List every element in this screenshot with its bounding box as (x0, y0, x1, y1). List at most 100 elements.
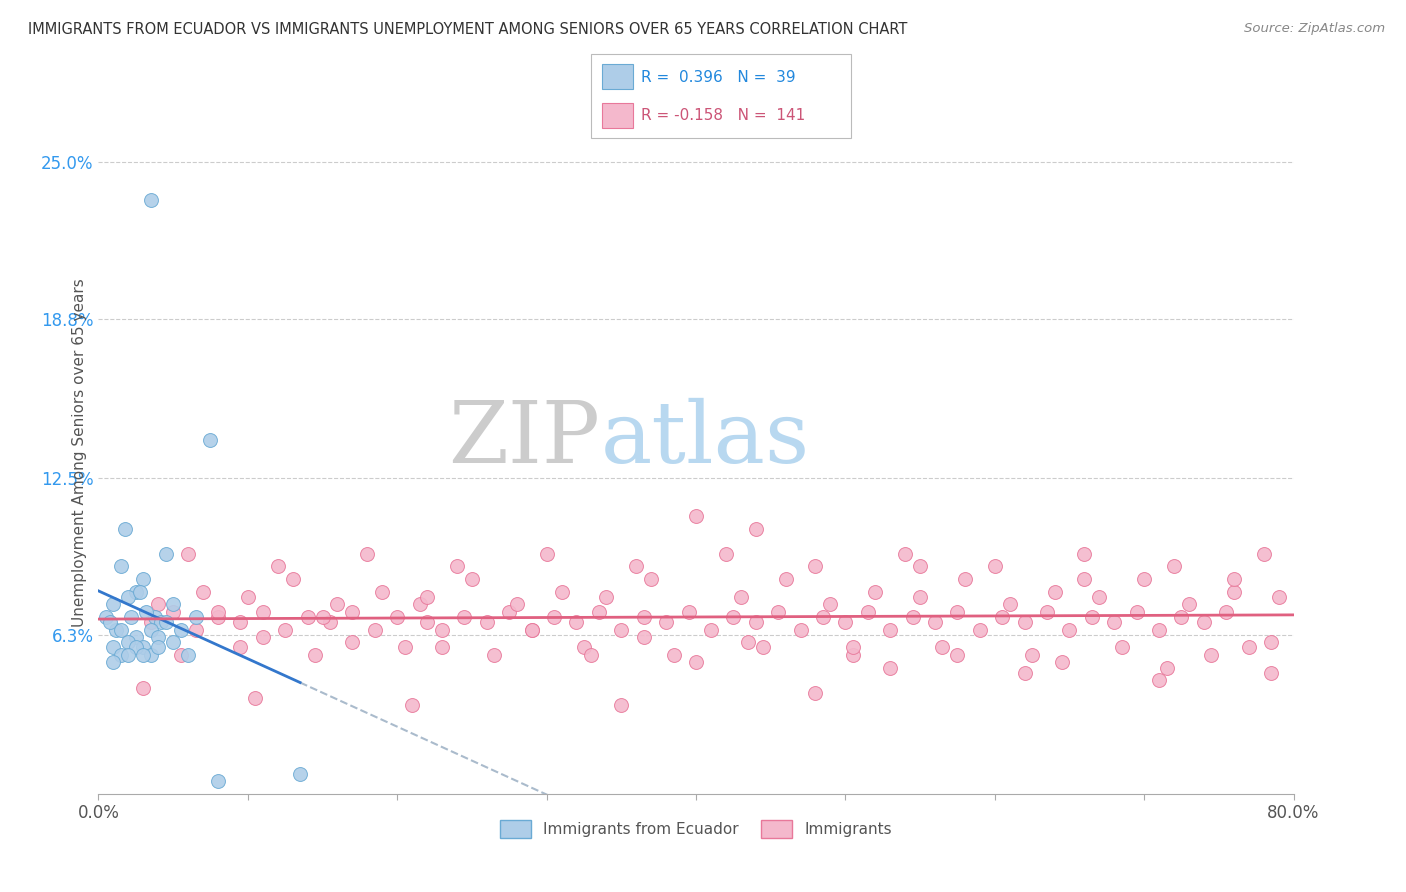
Legend: Immigrants from Ecuador, Immigrants: Immigrants from Ecuador, Immigrants (494, 814, 898, 844)
Y-axis label: Unemployment Among Seniors over 65 years: Unemployment Among Seniors over 65 years (72, 278, 87, 627)
Immigrants (655, 615, 678, 629)
Immigrants from Ecuador (105, 623, 128, 637)
Immigrants from Ecuador (132, 572, 155, 586)
Immigrants (745, 521, 768, 535)
Immigrants (662, 648, 685, 662)
Immigrants (1201, 648, 1223, 662)
Immigrants (267, 559, 290, 574)
Immigrants (385, 610, 409, 624)
Immigrants (804, 559, 827, 574)
Immigrants from Ecuador (162, 598, 184, 612)
Immigrants from Ecuador (135, 605, 157, 619)
Immigrants from Ecuador (117, 635, 139, 649)
Immigrants (752, 640, 775, 655)
Immigrants (811, 610, 834, 624)
Immigrants (931, 640, 953, 655)
Immigrants from Ecuador (103, 640, 125, 655)
Immigrants (804, 686, 827, 700)
Immigrants (207, 610, 229, 624)
Immigrants (274, 623, 297, 637)
Immigrants from Ecuador (129, 584, 152, 599)
Immigrants (610, 698, 633, 713)
Immigrants (1073, 547, 1095, 561)
Immigrants from Ecuador (139, 623, 162, 637)
Immigrants (842, 640, 865, 655)
Text: Source: ZipAtlas.com: Source: ZipAtlas.com (1244, 22, 1385, 36)
Immigrants (430, 640, 453, 655)
Immigrants (394, 640, 416, 655)
Text: ZIP: ZIP (449, 398, 600, 481)
Immigrants (1192, 615, 1215, 629)
Text: atlas: atlas (600, 398, 810, 481)
Immigrants (356, 547, 378, 561)
Immigrants (633, 610, 655, 624)
Immigrants (536, 547, 558, 561)
Immigrants from Ecuador (98, 615, 122, 629)
Immigrants (1237, 640, 1260, 655)
Immigrants (1104, 615, 1126, 629)
Immigrants (745, 615, 768, 629)
Immigrants (908, 559, 931, 574)
Immigrants (640, 572, 662, 586)
Immigrants from Ecuador (125, 640, 148, 655)
Immigrants from Ecuador (169, 623, 191, 637)
Immigrants (326, 598, 349, 612)
Immigrants (610, 623, 633, 637)
Immigrants (461, 572, 484, 586)
Immigrants from Ecuador (139, 648, 162, 662)
Immigrants (446, 559, 468, 574)
Immigrants (834, 615, 856, 629)
Immigrants from Ecuador (94, 610, 117, 624)
Immigrants (169, 648, 191, 662)
Immigrants from Ecuador (288, 766, 311, 780)
Immigrants (1253, 547, 1275, 561)
Immigrants (498, 605, 520, 619)
Immigrants from Ecuador (148, 640, 170, 655)
Immigrants (1156, 660, 1178, 674)
Immigrants (789, 623, 811, 637)
Immigrants (1036, 605, 1059, 619)
Immigrants (1125, 605, 1147, 619)
Immigrants (998, 598, 1021, 612)
Immigrants (775, 572, 797, 586)
Immigrants (730, 590, 752, 604)
Immigrants (879, 660, 901, 674)
Immigrants (714, 547, 737, 561)
Immigrants (1163, 559, 1185, 574)
Immigrants (908, 590, 931, 604)
Immigrants (737, 635, 759, 649)
Immigrants (236, 590, 259, 604)
Immigrants (1260, 635, 1282, 649)
Immigrants (1081, 610, 1104, 624)
Immigrants (342, 635, 364, 649)
Immigrants from Ecuador (148, 630, 170, 644)
Immigrants (297, 610, 319, 624)
Immigrants (633, 630, 655, 644)
Immigrants (1014, 615, 1036, 629)
Immigrants (416, 590, 439, 604)
Immigrants (520, 623, 543, 637)
Immigrants from Ecuador (110, 648, 132, 662)
Immigrants from Ecuador (132, 640, 155, 655)
Immigrants (506, 598, 529, 612)
Immigrants (543, 610, 565, 624)
Immigrants (969, 623, 991, 637)
Immigrants (520, 623, 543, 637)
Immigrants (550, 584, 572, 599)
Immigrants from Ecuador (139, 193, 162, 207)
Immigrants (953, 572, 976, 586)
Immigrants from Ecuador (103, 598, 125, 612)
Immigrants (1021, 648, 1043, 662)
Immigrants (626, 559, 648, 574)
Immigrants (685, 656, 707, 670)
Immigrants from Ecuador (103, 656, 125, 670)
Immigrants (946, 648, 969, 662)
Immigrants (484, 648, 506, 662)
Immigrants from Ecuador (120, 610, 142, 624)
Immigrants (311, 610, 333, 624)
Immigrants (408, 598, 430, 612)
Immigrants from Ecuador (184, 610, 207, 624)
Immigrants (177, 547, 200, 561)
Immigrants (565, 615, 588, 629)
Text: R =  0.396   N =  39: R = 0.396 N = 39 (641, 70, 796, 85)
